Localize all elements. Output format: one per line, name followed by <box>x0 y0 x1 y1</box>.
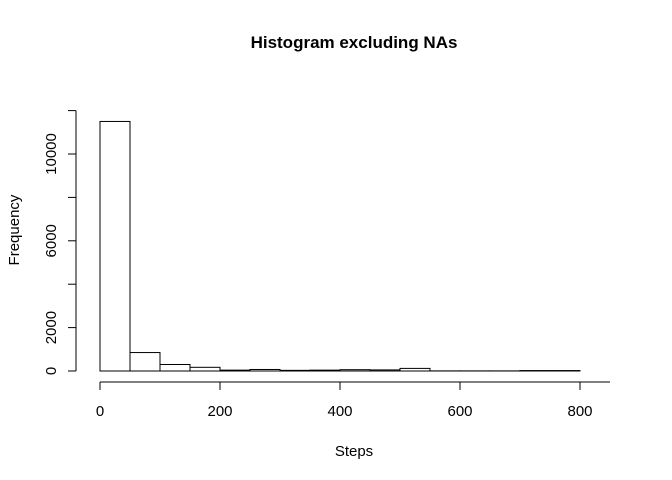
bars <box>99 120 581 372</box>
y-axis-label: Frequency <box>6 194 23 265</box>
histogram-bar <box>129 352 161 372</box>
y-tick-label: 2000 <box>43 311 60 344</box>
x-axis-label: Steps <box>335 443 373 460</box>
x-tick-label: 400 <box>327 403 352 420</box>
y-tick-label: 0 <box>43 367 60 375</box>
histogram-bar <box>309 369 341 372</box>
histogram-bar <box>399 367 431 372</box>
histogram-bar <box>249 368 281 372</box>
histogram-bar <box>99 120 131 372</box>
histogram-bar <box>189 366 221 372</box>
histogram-bar <box>219 369 251 372</box>
x-tick-label: 800 <box>567 403 592 420</box>
y-tick-label: 6000 <box>43 224 60 257</box>
x-axis: 0 200 400 600 800 <box>96 381 610 420</box>
x-tick-label: 0 <box>96 403 104 420</box>
x-tick-label: 600 <box>447 403 472 420</box>
histogram-bar <box>159 363 191 372</box>
histogram-bar <box>339 369 371 372</box>
histogram-bar <box>369 369 401 372</box>
y-tick-label: 10000 <box>43 133 60 175</box>
y-axis: 0 2000 6000 10000 <box>43 110 77 375</box>
histogram-bar <box>279 369 311 372</box>
chart-title: Histogram excluding NAs <box>251 33 458 52</box>
x-tick-label: 200 <box>207 403 232 420</box>
